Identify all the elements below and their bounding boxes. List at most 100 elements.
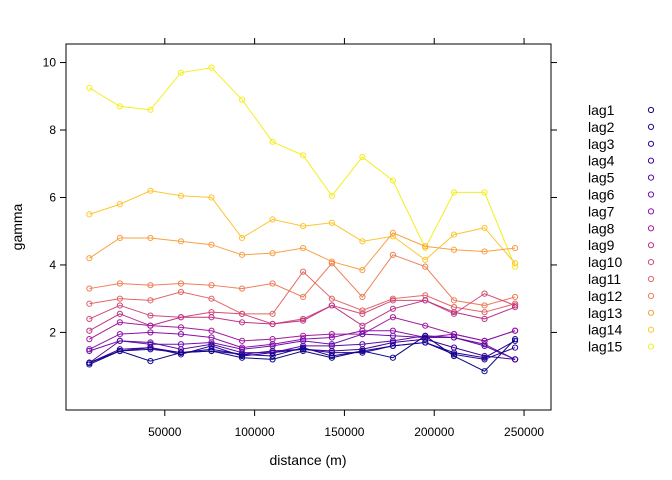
legend-label: lag4 [588, 153, 615, 169]
data-point [359, 266, 366, 274]
series-line [89, 299, 516, 332]
plot-frame [65, 43, 552, 411]
legend-marker [647, 191, 655, 198]
series-lag12 [86, 251, 519, 309]
x-tick-label: 150000 [324, 425, 364, 439]
data-point [422, 256, 429, 263]
data-point [450, 231, 458, 238]
legend-marker [647, 140, 655, 147]
legend-label: lag9 [588, 237, 615, 253]
x-tick-label: 50000 [148, 425, 182, 439]
data-point [300, 347, 307, 355]
series-line [89, 335, 516, 364]
legend-label: lag11 [588, 271, 621, 287]
data-point [359, 293, 366, 301]
legend-label: lag10 [588, 254, 622, 270]
data-point [269, 320, 276, 328]
legend-marker [647, 208, 655, 215]
data-point [238, 319, 246, 326]
series-layer [86, 64, 519, 375]
series-line [89, 342, 516, 364]
data-point [450, 189, 458, 196]
y-tick-label: 8 [49, 123, 56, 137]
data-point [328, 219, 335, 226]
legend-marker [647, 242, 655, 249]
data-point [208, 314, 215, 321]
series-lag15 [86, 64, 519, 270]
data-point [116, 201, 123, 208]
data-point [86, 300, 93, 307]
data-point [389, 354, 397, 361]
data-point [147, 282, 154, 289]
data-point [389, 339, 397, 346]
data-point [300, 293, 307, 301]
data-point [177, 324, 185, 331]
legend-marker [647, 292, 655, 299]
series-line [89, 330, 516, 350]
series-line [89, 333, 516, 360]
legend-item: lag6 [588, 187, 655, 203]
data-point [238, 354, 246, 361]
data-point [177, 349, 185, 356]
data-point [177, 331, 185, 338]
series-line [89, 270, 516, 315]
data-point [269, 310, 276, 317]
legend-item: lag15 [588, 339, 655, 355]
y-tick-label: 4 [49, 258, 56, 272]
data-point [389, 342, 397, 350]
data-point [511, 344, 519, 351]
data-point [511, 336, 519, 343]
data-point [147, 322, 154, 329]
data-point [116, 295, 123, 302]
data-point [238, 351, 246, 358]
data-point [328, 334, 335, 341]
legend: lag1lag2lag3lag4lag5lag6lag7lag8lag9lag1… [588, 102, 655, 355]
data-point [389, 229, 397, 237]
data-point [389, 177, 397, 184]
data-point [208, 295, 215, 302]
series-lag1 [86, 332, 519, 375]
data-point [147, 106, 154, 113]
legend-item: lag13 [588, 305, 655, 321]
data-point [481, 290, 488, 297]
data-point [389, 251, 397, 258]
data-point [116, 302, 123, 309]
data-point [328, 302, 335, 309]
series-line [89, 67, 516, 267]
data-point [359, 307, 366, 314]
data-point [511, 293, 519, 301]
legend-label: lag1 [588, 102, 615, 118]
data-point [238, 310, 246, 317]
data-point [238, 234, 246, 242]
data-point [177, 238, 185, 245]
data-point [208, 241, 215, 248]
data-point [269, 280, 276, 287]
data-point [300, 223, 307, 230]
data-point [269, 216, 276, 223]
data-point [300, 268, 307, 275]
legend-item: lag1 [588, 102, 655, 118]
data-point [300, 344, 307, 351]
data-point [450, 349, 458, 356]
data-point [177, 192, 185, 199]
legend-marker [647, 174, 655, 181]
data-point [511, 356, 519, 363]
data-point [328, 295, 335, 302]
data-point [147, 234, 154, 242]
legend-item: lag14 [588, 322, 655, 338]
data-point [450, 331, 458, 338]
data-point [177, 314, 185, 321]
data-point [147, 329, 154, 336]
data-point [450, 334, 458, 341]
data-point [481, 315, 488, 323]
axes: 50000 100000 150000 200000 250000 2 4 6 8 10 [43, 38, 557, 439]
data-point [450, 246, 458, 253]
data-point [86, 347, 93, 355]
data-point [269, 138, 276, 145]
data-point [359, 331, 366, 338]
legend-marker [647, 157, 655, 164]
series-line [89, 293, 516, 325]
legend-label: lag2 [588, 119, 615, 135]
data-point [116, 280, 123, 287]
y-tick-label: 6 [49, 190, 56, 204]
